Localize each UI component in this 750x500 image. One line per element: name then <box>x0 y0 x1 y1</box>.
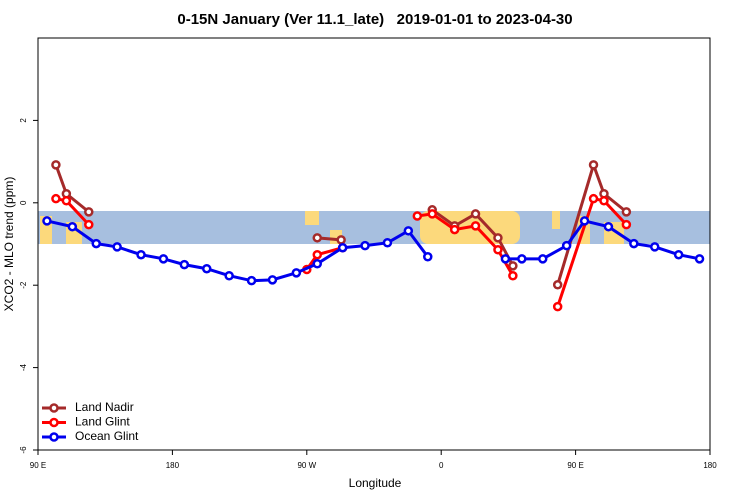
data-point <box>42 216 52 226</box>
x-tick-label: 180 <box>166 461 180 470</box>
data-point <box>552 280 563 290</box>
data-point <box>158 254 169 264</box>
x-tick-label: 0 <box>439 461 444 470</box>
data-point <box>621 219 632 230</box>
data-point <box>360 240 370 251</box>
x-tick-label: 180 <box>703 461 717 470</box>
data-point <box>629 238 639 249</box>
data-point <box>312 259 323 269</box>
data-point <box>67 221 78 232</box>
ocean-band <box>38 211 710 244</box>
legend-label: Land Glint <box>75 415 130 429</box>
data-point <box>427 209 437 219</box>
legend-marker <box>49 417 59 428</box>
data-point <box>246 275 257 286</box>
data-point <box>403 226 414 236</box>
data-point <box>224 270 234 281</box>
data-point <box>517 254 527 264</box>
data-point <box>112 242 122 252</box>
plot-frame <box>37 37 711 451</box>
data-point <box>561 240 572 251</box>
data-point <box>267 275 278 285</box>
legend-marker <box>49 432 59 442</box>
data-point <box>291 268 302 278</box>
x-tick-label: 90 E <box>567 461 583 470</box>
data-point <box>336 235 346 245</box>
chart-title: 0-15N January (Ver 11.1_late) 2019-01-01… <box>177 11 572 28</box>
y-tick-label: 2 <box>19 118 28 123</box>
data-point <box>337 242 348 253</box>
data-point <box>201 263 212 274</box>
data-point <box>423 252 433 262</box>
data-point <box>470 209 481 219</box>
data-point <box>603 221 614 232</box>
land <box>305 211 319 225</box>
data-point <box>312 233 323 243</box>
data-point <box>673 249 684 260</box>
data-point <box>382 238 393 248</box>
x-axis-label: Longitude <box>349 476 402 490</box>
legend-label: Ocean Glint <box>75 429 139 443</box>
y-tick-label: -2 <box>19 281 28 289</box>
data-point <box>51 160 61 170</box>
data-point <box>61 195 72 206</box>
data-point <box>51 193 61 204</box>
y-tick-label: -4 <box>19 363 28 371</box>
data-point <box>588 193 599 204</box>
data-point <box>84 219 94 230</box>
data-point <box>412 211 423 221</box>
data-point <box>599 195 609 206</box>
y-tick-label: 0 <box>19 200 28 205</box>
data-point <box>694 254 705 264</box>
data-point <box>91 238 101 249</box>
y-axis-label: XCO2 - MLO trend (ppm) <box>2 177 16 312</box>
data-point <box>552 301 563 312</box>
data-point <box>588 160 599 170</box>
data-point <box>500 254 511 264</box>
data-point <box>508 261 518 271</box>
data-point <box>621 207 632 217</box>
data-point <box>508 270 518 281</box>
data-point <box>493 233 503 243</box>
x-tick-label: 90 E <box>30 461 46 470</box>
data-point <box>179 259 190 270</box>
data-point <box>312 249 323 260</box>
x-tick-label: 90 W <box>297 461 316 470</box>
data-point <box>84 207 94 217</box>
data-point <box>493 245 503 255</box>
data-point <box>649 242 660 252</box>
legend-label: Land Nadir <box>75 400 134 414</box>
data-point <box>449 224 460 235</box>
data-point <box>470 221 481 231</box>
land <box>552 211 560 229</box>
data-point <box>136 249 146 260</box>
data-point <box>579 216 590 226</box>
legend-marker <box>49 403 59 413</box>
data-point <box>537 254 548 264</box>
y-tick-label: -6 <box>19 446 28 454</box>
